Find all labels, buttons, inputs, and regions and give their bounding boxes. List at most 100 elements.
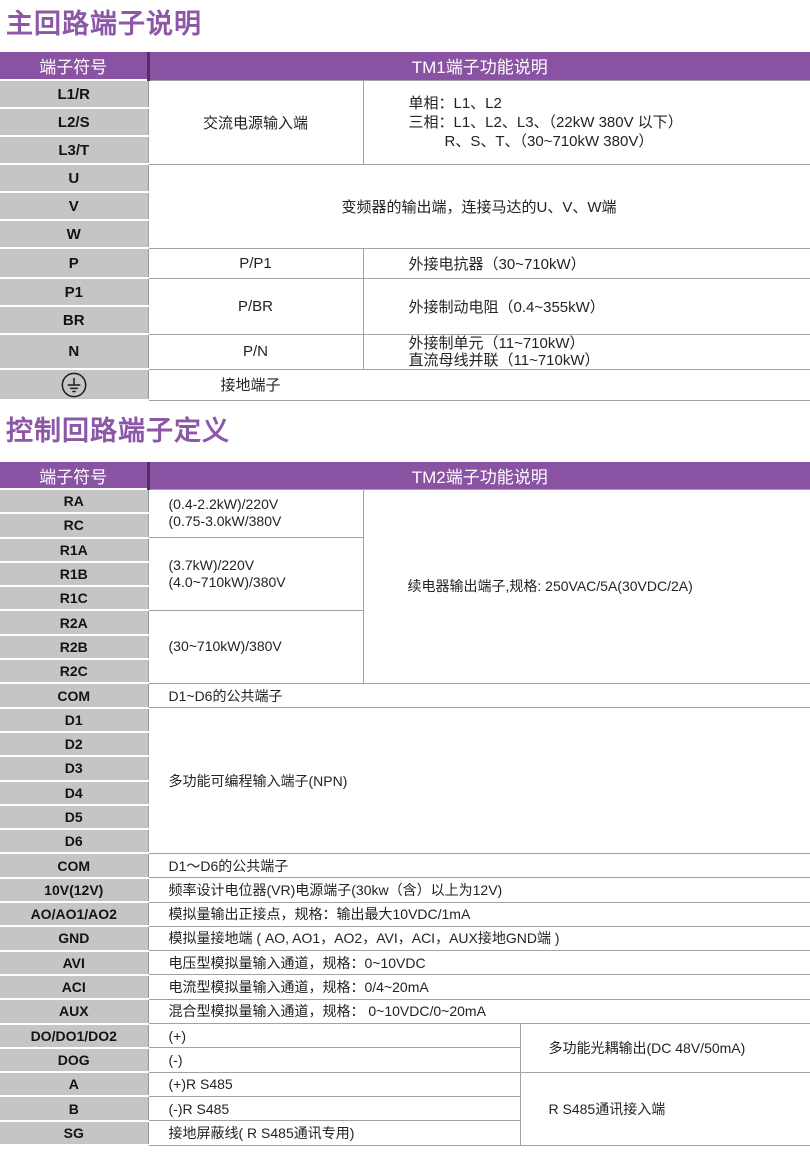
signal-cell: (+)R S485 [147,1071,521,1097]
terminal-label: R2A [0,609,149,636]
terminal-label: COM [0,852,149,879]
terminal-label: R2B [0,633,149,661]
terminal-pair: P/N [147,333,364,370]
table-row: B (-)R S485 [0,1095,810,1122]
terminal-label: BR [0,305,149,335]
table-row: COM D1～D6的公共端子 [0,852,810,879]
terminal-label: GND [0,925,149,952]
table-row: AO/AO1/AO2 模拟量输出正接点，规格：输出最大10VDC/1mA [0,901,810,928]
table-row: D2 [0,730,810,758]
terminal-label: P1 [0,277,149,307]
table-row: W [0,219,810,249]
terminal-label: AO/AO1/AO2 [0,901,149,928]
terminal-label: L1/R [0,79,149,109]
signal-cell: (-)R S485 [147,1095,521,1122]
table-row: RA (0.4-2.2kW)/220V (0.75-3.0kW/380V 续电器… [0,487,810,684]
terminal-desc: 电压型模拟量输入通道，规格：0~10VDC [147,950,810,976]
terminal-desc: 电流型模拟量输入通道，规格：0/4~20mA [147,974,810,1000]
table-row: D1 多功能可编程输入端子(NPN) [0,706,810,854]
terminal-label: RA [0,487,149,515]
table-row: DOG (-) [0,1046,810,1074]
signal-cell: 接地屏蔽线( R S485通讯专用) [147,1120,521,1146]
terminal-desc: 频率设计电位器(VR)电源端子(30kw（含）以上为12V) [147,877,810,903]
brake-unit-desc: 外接制单元（11~710kW） 直流母线并联（11~710kW） [362,333,810,370]
digital-inputs-desc: 多功能可编程输入端子(NPN) [147,707,810,854]
column-header-function: TM2端子功能说明 [148,462,810,489]
com-desc: D1～D6的公共端子 [147,852,810,879]
table-row: D5 [0,803,810,831]
table-row: BR [0,305,810,335]
table-row: AUX 混合型模拟量输入通道，规格： 0~10VDC/0~20mA [0,998,810,1025]
spec-line: (30~710kW)/380V [168,638,282,655]
terminal-label: V [0,191,149,221]
terminal-label: DOG [0,1046,149,1074]
terminal-label: R1B [0,560,149,588]
table-row: COM D1~D6的公共端子 [0,682,810,709]
control-circuit-title: 控制回路端子定义 [6,416,230,446]
terminal-label-ground [0,368,149,401]
com-desc: D1~D6的公共端子 [147,682,810,709]
table-row: R2A (30~710kW)/380V [0,609,810,684]
table-row: R2B [0,633,810,661]
terminal-label: B [0,1095,149,1122]
terminal-label: ACI [0,973,149,1001]
table-row: L3/T [0,135,810,165]
polarity-cell: (+) [147,1023,521,1049]
terminal-label: N [0,333,149,370]
table-row: DO/DO1/DO2 (+) 多功能光耦输出(DC 48V/50mA) [0,1022,810,1073]
table-row: V [0,191,810,221]
ac-input-desc: 单相：L1、L2 三相：L1、L2、L3、（22kW 380V 以下） R、S、… [362,79,810,165]
terminal-desc: 模拟量接地端 ( AO, AO1，AO2，AVI，ACI，AUX接地GND端 ) [147,925,810,952]
table-row: D3 [0,755,810,782]
table-row: ACI 电流型模拟量输入通道，规格：0/4~20mA [0,973,810,1001]
earth-ground-icon [0,371,148,399]
desc-line: 直流母线并联（11~710kW） [408,351,600,369]
terminal-desc: 混合型模拟量输入通道，规格： 0~10VDC/0~20mA [147,998,810,1025]
relay-output-desc: 续电器输出端子,规格: 250VAC/5A(30VDC/2A) [362,488,810,684]
table-row: GND 模拟量接地端 ( AO, AO1，AO2，AVI，ACI，AUX接地GN… [0,925,810,952]
spec-line: (0.75-3.0kW/380V [168,513,282,530]
table-row: A (+)R S485 R S485通讯接入端 [0,1071,810,1146]
table-row: N P/N 外接制单元（11~710kW） 直流母线并联（11~710kW） [0,333,810,370]
terminal-label: AUX [0,998,149,1025]
table-row: D4 [0,779,810,806]
table-row: 10V(12V) 频率设计电位器(VR)电源端子(30kw（含）以上为12V) [0,876,810,904]
terminal-label: AVI [0,949,149,976]
relay-spec: (3.7kW)/220V (4.0~710kW)/380V [147,537,364,611]
relay-spec: (0.4-2.2kW)/220V (0.75-3.0kW/380V [147,488,364,539]
table-row: R1A (3.7kW)/220V (4.0~710kW)/380V [0,536,810,611]
rs485-desc: R S485通讯接入端 [519,1071,810,1146]
table-row: U 变频器的输出端，连接马达的U、V、W端 [0,163,810,249]
terminal-label: R1C [0,585,149,612]
terminal-label: D2 [0,730,149,758]
terminal-label: R2C [0,658,149,685]
desc-line: 三相：L1、L2、L3、（22kW 380V 以下） [408,113,683,131]
terminal-label: COM [0,682,149,709]
table-row: L1/R 交流电源输入端 单相：L1、L2 三相：L1、L2、L3、（22kW … [0,79,810,165]
terminal-label: D3 [0,755,149,782]
column-header-terminal: 端子符号 [0,462,150,489]
terminal-label: D1 [0,706,149,733]
polarity-cell: (-) [147,1047,521,1073]
table-row: R1B [0,560,810,588]
terminal-label: D4 [0,779,149,806]
table-row: P P/P1 外接电抗器（30~710kW） [0,247,810,279]
table-row: R1C [0,585,810,612]
reactor-desc: 外接电抗器（30~710kW） [362,247,810,279]
terminal-label: L3/T [0,135,149,165]
inverter-output-desc: 变频器的输出端，连接马达的U、V、W端 [147,163,810,249]
column-header-terminal: 端子符号 [0,52,150,80]
ground-desc: 接地端子 [147,368,810,401]
spec-line: (4.0~710kW)/380V [168,574,286,591]
terminal-label: SG [0,1119,149,1147]
photocoupler-desc: 多功能光耦输出(DC 48V/50mA) [519,1023,810,1073]
terminal-label: DO/DO1/DO2 [0,1022,149,1049]
terminal-pair: P/P1 [147,247,364,279]
brake-resistor-desc: 外接制动电阻（0.4~355kW） [362,277,810,335]
table-row: P1 P/BR 外接制动电阻（0.4~355kW） [0,277,810,335]
page: 主回路端子说明 端子符号 TM1端子功能说明 L1/R 交流电源输入端 单相：L… [0,8,810,1147]
terminal-label: U [0,163,149,193]
table-row: R2C [0,658,810,685]
relay-spec: (30~710kW)/380V [147,609,364,684]
table-row: AVI 电压型模拟量输入通道，规格：0~10VDC [0,949,810,976]
